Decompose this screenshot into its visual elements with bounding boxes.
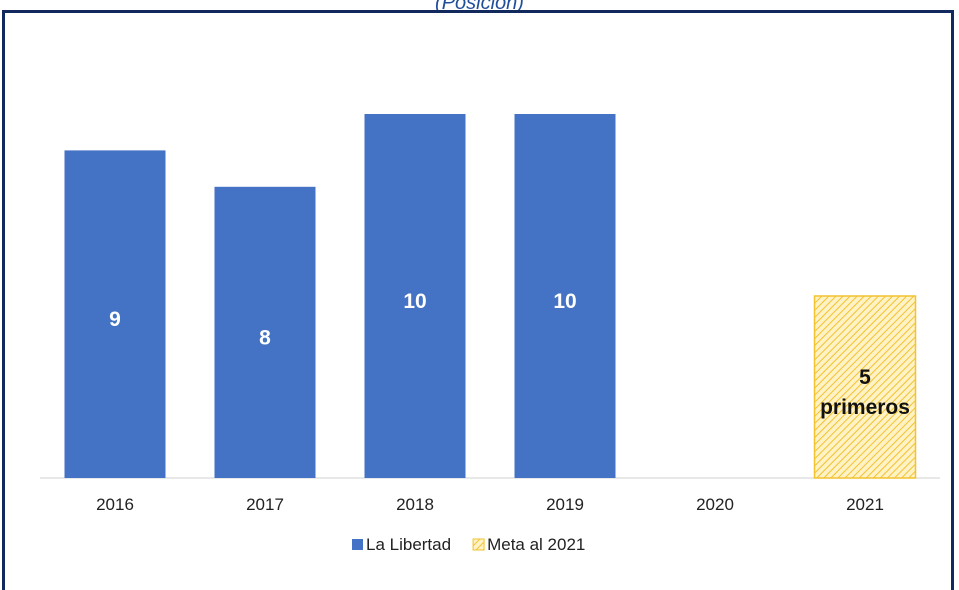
x-tick-label: 2020 (696, 495, 734, 514)
x-tick-label: 2018 (396, 495, 434, 514)
legend-label: La Libertad (366, 535, 451, 554)
bar (364, 114, 466, 478)
bar-data-label: 9 (109, 308, 121, 331)
goal-bar (813, 295, 917, 479)
x-tick-label: 2017 (246, 495, 284, 514)
goal-data-label: primeros (820, 396, 910, 419)
legend-swatch-goal (472, 538, 485, 551)
bar (214, 186, 316, 479)
bar-data-label: 10 (403, 290, 426, 313)
goal-data-label: 5 (859, 366, 871, 389)
x-tick-label: 2016 (96, 495, 134, 514)
bar-data-label: 10 (553, 290, 576, 313)
chart-frame (2, 10, 954, 590)
bar (514, 114, 616, 478)
bar (64, 150, 166, 478)
x-tick-label: 2019 (546, 495, 584, 514)
legend-swatch-la-libertad (352, 539, 363, 550)
legend-label: Meta al 2021 (487, 535, 585, 554)
x-tick-label: 2021 (846, 495, 884, 514)
bar-data-label: 8 (259, 326, 271, 349)
